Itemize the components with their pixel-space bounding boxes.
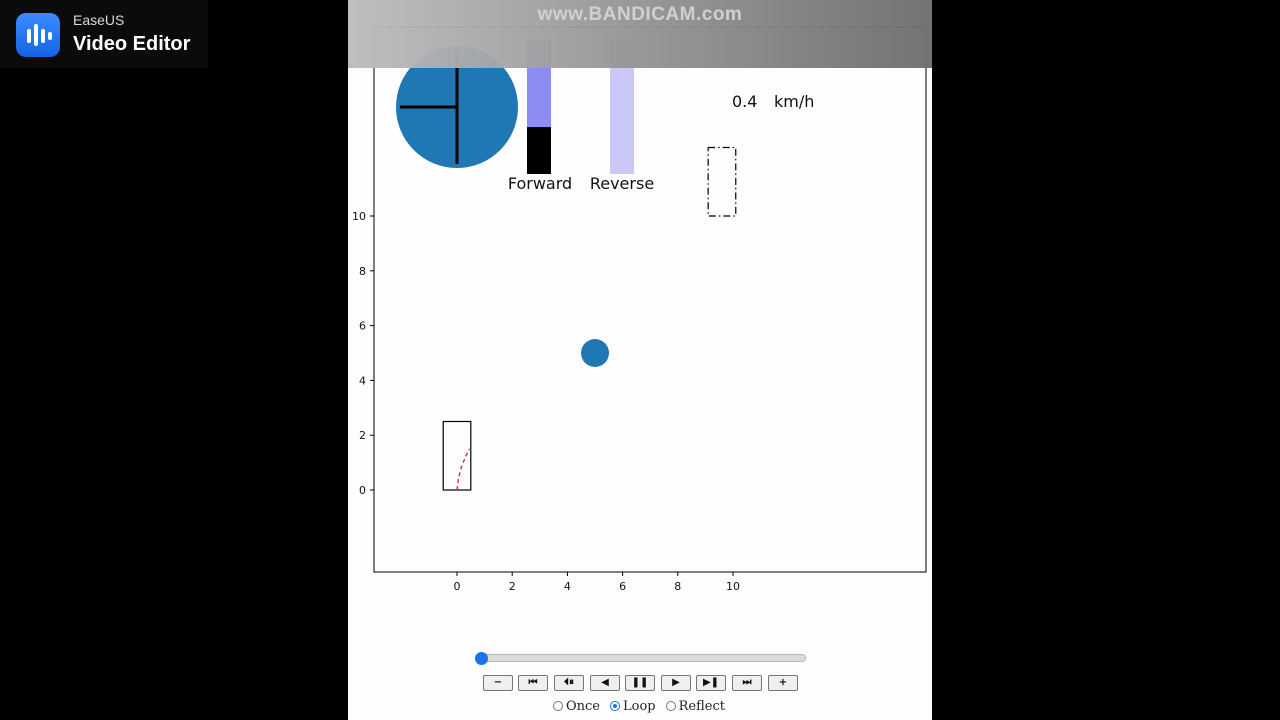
steering-wheel	[396, 46, 518, 168]
decrease-speed-button[interactable]: −	[483, 675, 513, 691]
target-parking-rect	[707, 146, 737, 217]
y-tick-label: 2	[359, 429, 366, 442]
speed-value: 0.4	[732, 92, 757, 111]
last-frame-button[interactable]: ⏭	[732, 675, 762, 691]
increase-speed-button[interactable]: +	[768, 675, 798, 691]
play-reverse-button[interactable]: ◀	[590, 675, 620, 691]
y-axis-ticks: 0 2 4 6 8 10	[352, 210, 374, 497]
pause-button[interactable]: ❚❚	[625, 675, 655, 691]
radio-once[interactable]	[553, 701, 563, 711]
frame-slider-track[interactable]	[480, 654, 806, 662]
mode-loop[interactable]: Loop	[610, 699, 656, 714]
y-tick-label: 8	[359, 265, 366, 278]
x-tick-label: 0	[454, 580, 461, 593]
recorder-watermark-band	[348, 0, 932, 68]
x-tick-label: 10	[726, 580, 740, 593]
radio-loop[interactable]	[610, 701, 621, 711]
loop-mode-group: Once Loop Reflect	[553, 697, 735, 715]
x-tick-label: 6	[619, 580, 626, 593]
speed-unit: km/h	[774, 92, 814, 111]
frame-slider-thumb[interactable]	[475, 652, 488, 665]
watermark-brand: EaseUS	[73, 12, 125, 28]
forward-bar-fill	[527, 127, 551, 174]
mode-loop-label: Loop	[623, 698, 656, 714]
x-tick-label: 4	[564, 580, 571, 593]
step-back-button[interactable]: ⏴⏸	[554, 675, 584, 691]
x-axis-ticks: 0 2 4 6 8 10	[454, 572, 740, 593]
step-forward-button[interactable]: ▶❚	[696, 675, 726, 691]
recorder-watermark: www.BANDICAM.com	[537, 4, 743, 25]
y-tick-label: 4	[359, 374, 366, 387]
x-tick-label: 2	[509, 580, 516, 593]
play-button[interactable]: ▶	[661, 675, 691, 691]
mode-once[interactable]: Once	[553, 699, 600, 714]
waveform-icon	[16, 13, 60, 57]
mode-once-label: Once	[566, 698, 601, 714]
simulation-plot: 0 2 4 6 8 10 0 2 4 6 8 10 Forward Reverse 0.4 km/h	[352, 26, 927, 593]
watermark-product: Video Editor	[73, 33, 191, 55]
radio-reflect[interactable]	[665, 701, 676, 711]
easeus-watermark: EaseUS Video Editor	[0, 0, 208, 68]
y-tick-label: 6	[359, 320, 366, 333]
trajectory-line	[456, 448, 471, 491]
y-tick-label: 10	[352, 210, 366, 223]
forward-label: Forward	[508, 174, 572, 193]
first-frame-button[interactable]: ⏮	[518, 675, 548, 691]
y-tick-label: 0	[359, 484, 366, 497]
mode-reflect-label: Reflect	[678, 698, 725, 714]
mode-reflect[interactable]: Reflect	[665, 698, 725, 714]
x-tick-label: 8	[674, 580, 681, 593]
reverse-label: Reverse	[590, 174, 654, 193]
obstacle-circle	[581, 339, 609, 367]
